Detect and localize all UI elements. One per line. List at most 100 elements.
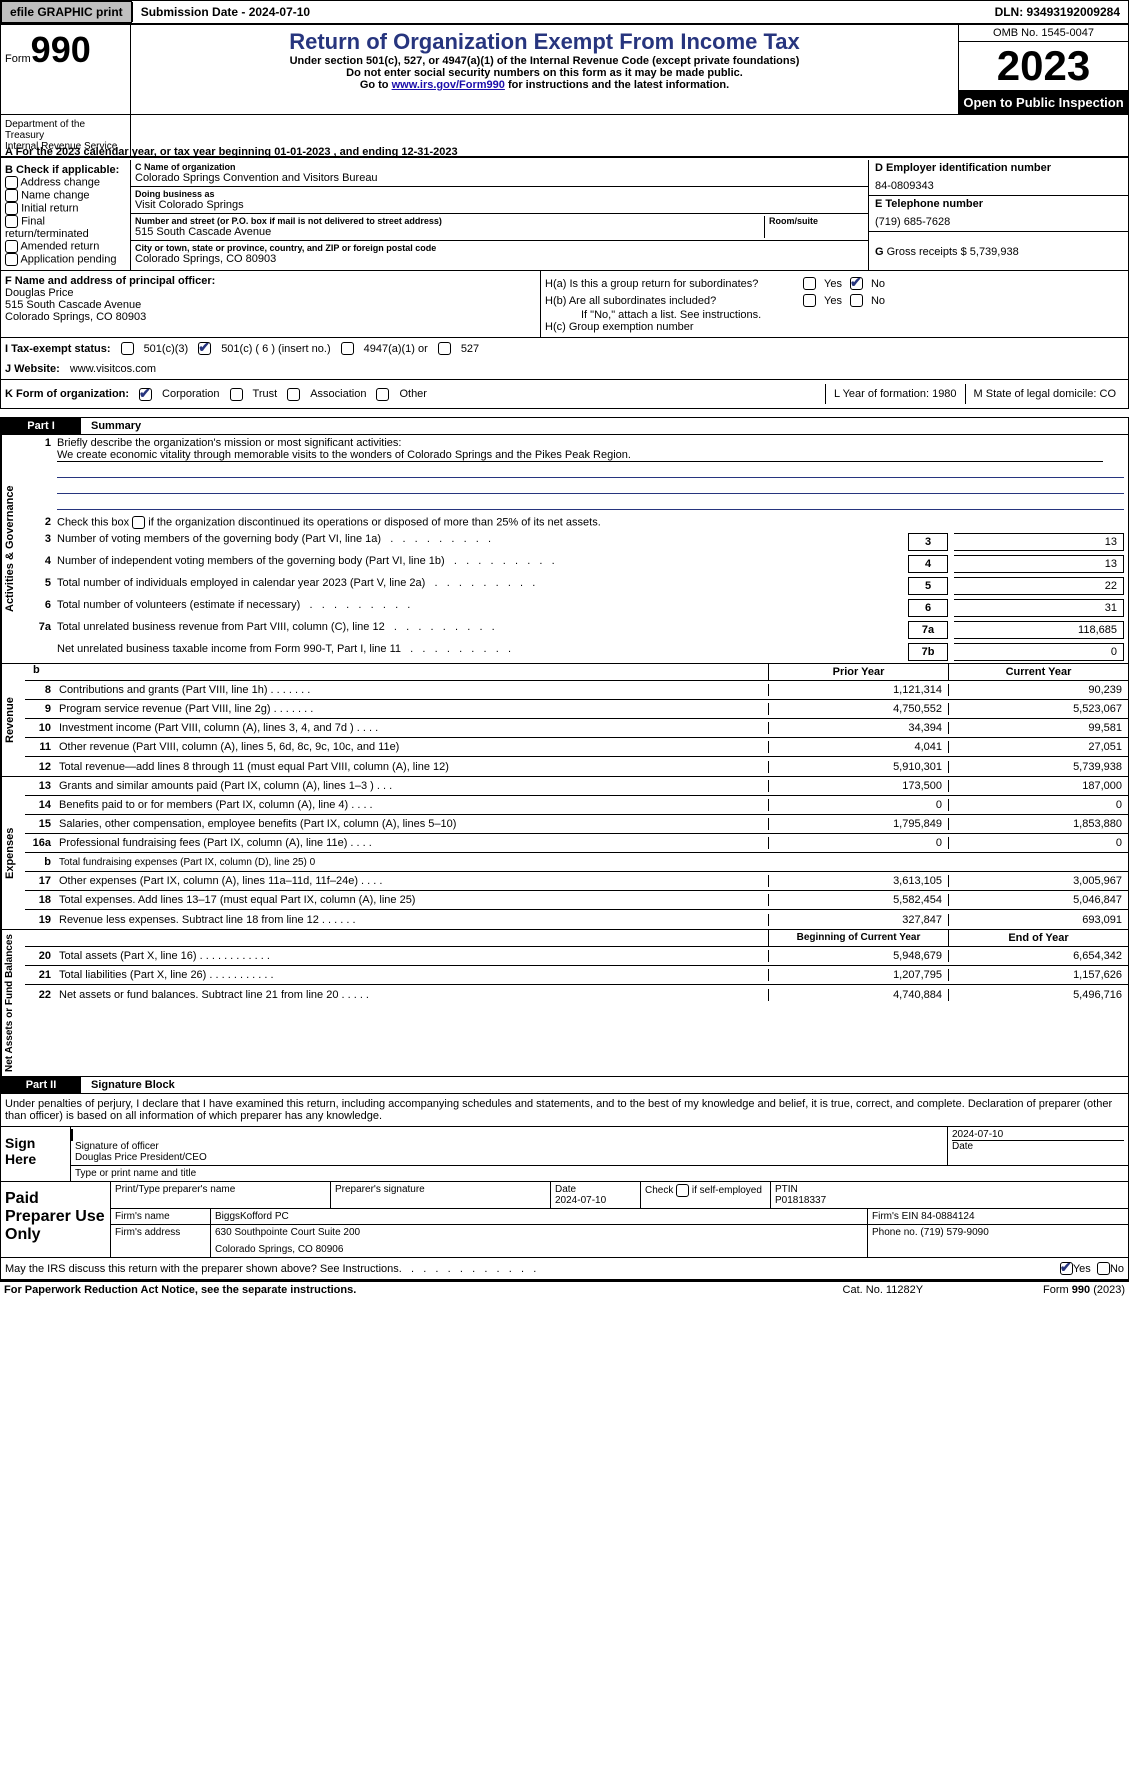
revenue-header: b Prior Year Current Year — [25, 664, 1128, 681]
data-line-10: 10Investment income (Part VIII, column (… — [25, 719, 1128, 738]
chk-self-emp[interactable] — [676, 1184, 689, 1197]
chk-4947[interactable] — [341, 342, 354, 355]
end-year-hdr: End of Year — [948, 930, 1128, 946]
officer-sig-name: Douglas Price President/CEO — [75, 1152, 943, 1163]
part2-title: Signature Block — [81, 1077, 185, 1093]
h-a: H(a) Is this a group return for subordin… — [545, 275, 1124, 292]
data-line-b: bTotal fundraising expenses (Part IX, co… — [25, 853, 1128, 872]
paperwork-notice: For Paperwork Reduction Act Notice, see … — [4, 1284, 356, 1296]
bottom-row: For Paperwork Reduction Act Notice, see … — [0, 1280, 1129, 1298]
h-c: H(c) Group exemption number — [545, 321, 1124, 333]
subtitle-1: Under section 501(c), 527, or 4947(a)(1)… — [135, 55, 954, 67]
opt-name-change: Name change — [5, 189, 126, 202]
gross-receipts: Gross receipts $ 5,739,938 — [887, 246, 1019, 258]
title-box: Return of Organization Exempt From Incom… — [131, 25, 958, 114]
data-line-17: 17Other expenses (Part IX, column (A), l… — [25, 872, 1128, 891]
data-line-18: 18Total expenses. Add lines 13–17 (must … — [25, 891, 1128, 910]
year-formation: L Year of formation: 1980 — [825, 384, 965, 404]
paid-preparer-block: Paid Preparer Use Only Print/Type prepar… — [0, 1182, 1129, 1258]
discuss-row: May the IRS discuss this return with the… — [0, 1258, 1129, 1280]
perjury-statement: Under penalties of perjury, I declare th… — [0, 1094, 1129, 1127]
data-line-15: 15Salaries, other compensation, employee… — [25, 815, 1128, 834]
current-year-hdr: Current Year — [948, 664, 1128, 680]
netassets-header: Beginning of Current Year End of Year — [25, 930, 1128, 947]
hb-note: If "No," attach a list. See instructions… — [545, 309, 1124, 321]
form-number: 990 — [31, 29, 91, 70]
gov-line-3: 3Number of voting members of the governi… — [25, 531, 1128, 553]
mission-text: We create economic vitality through memo… — [57, 449, 1103, 462]
section-bcdeg: B Check if applicable: Address change Na… — [0, 160, 1129, 271]
firm-name: BiggsKofford PC — [211, 1209, 868, 1224]
expenses-label: Expenses — [1, 777, 25, 929]
opt-final-return: Final return/terminated — [5, 215, 126, 240]
prior-year-hdr: Prior Year — [768, 664, 948, 680]
data-line-8: 8Contributions and grants (Part VIII, li… — [25, 681, 1128, 700]
form-title: Return of Organization Exempt From Incom… — [135, 29, 954, 55]
revenue-label: Revenue — [1, 664, 25, 776]
city-row: City or town, state or province, country… — [131, 241, 868, 267]
year-box: OMB No. 1545-0047 2023 Open to Public In… — [958, 25, 1128, 114]
data-line-22: 22Net assets or fund balances. Subtract … — [25, 985, 1128, 1004]
paid-preparer-label: Paid Preparer Use Only — [1, 1182, 111, 1257]
ha-no-check[interactable] — [850, 277, 863, 290]
instructions-link[interactable]: www.irs.gov/Form990 — [392, 79, 505, 91]
firm-ein: 84-0884124 — [921, 1211, 974, 1222]
data-line-12: 12Total revenue—add lines 8 through 11 (… — [25, 757, 1128, 776]
box-g: G Gross receipts $ 5,739,938 — [869, 232, 1128, 268]
sign-date: 2024-07-10 — [952, 1129, 1124, 1141]
boxes-de-g: D Employer identification number 84-0809… — [868, 160, 1128, 270]
row-k: K Form of organization: Corporation Trus… — [0, 380, 1129, 409]
ha-yes-check[interactable] — [803, 277, 816, 290]
chk-501c[interactable] — [198, 342, 211, 355]
chk-501c3[interactable] — [121, 342, 134, 355]
chk-discontinued[interactable] — [132, 516, 145, 529]
omb-number: OMB No. 1545-0047 — [959, 25, 1128, 42]
part1-header: Part I Summary — [0, 417, 1129, 435]
data-line-9: 9Program service revenue (Part VIII, lin… — [25, 700, 1128, 719]
chk-527[interactable] — [438, 342, 451, 355]
hb-yes-check[interactable] — [803, 294, 816, 307]
gov-line-4: 4Number of independent voting members of… — [25, 553, 1128, 575]
row-website: J Website: www.visitcos.com — [0, 359, 1129, 380]
opt-initial-return: Initial return — [5, 202, 126, 215]
box-d: D Employer identification number 84-0809… — [869, 160, 1128, 196]
chk-other[interactable] — [376, 388, 389, 401]
part1-tab: Part I — [1, 418, 81, 434]
tax-year: 2023 — [959, 42, 1128, 91]
discuss-yes[interactable] — [1060, 1262, 1073, 1275]
phone: (719) 685-7628 — [875, 210, 1122, 228]
opt-app-pending: Application pending — [5, 253, 126, 266]
revenue-section: Revenue b Prior Year Current Year 8Contr… — [0, 664, 1129, 777]
dba: Visit Colorado Springs — [135, 199, 864, 211]
hb-no-check[interactable] — [850, 294, 863, 307]
h-b: H(b) Are all subordinates included? Yes … — [545, 292, 1124, 309]
data-line-21: 21Total liabilities (Part X, line 26) . … — [25, 966, 1128, 985]
ptin: P01818337 — [775, 1195, 826, 1206]
box-b-header: B Check if applicable: — [5, 164, 126, 176]
org-name: Colorado Springs Convention and Visitors… — [135, 172, 864, 184]
opt-address-change: Address change — [5, 176, 126, 189]
data-line-19: 19Revenue less expenses. Subtract line 1… — [25, 910, 1128, 929]
part1-title: Summary — [81, 418, 151, 434]
data-line-20: 20Total assets (Part X, line 16) . . . .… — [25, 947, 1128, 966]
chk-assoc[interactable] — [287, 388, 300, 401]
street-address: 515 South Cascade Avenue — [135, 226, 764, 238]
efile-button[interactable]: efile GRAPHIC print — [1, 1, 132, 23]
subtitle-2: Do not enter social security numbers on … — [135, 67, 954, 79]
form-header: Form990 Return of Organization Exempt Fr… — [0, 25, 1129, 115]
gov-line-6: 6Total number of volunteers (estimate if… — [25, 597, 1128, 619]
data-line-13: 13Grants and similar amounts paid (Part … — [25, 777, 1128, 796]
ein: 84-0809343 — [875, 174, 1122, 192]
cat-no: Cat. No. 11282Y — [843, 1284, 924, 1296]
officer-addr1: 515 South Cascade Avenue — [5, 299, 536, 311]
top-bar: efile GRAPHIC print Submission Date - 20… — [0, 0, 1129, 25]
open-public: Open to Public Inspection — [959, 91, 1128, 114]
chk-trust[interactable] — [230, 388, 243, 401]
chk-corp[interactable] — [139, 388, 152, 401]
subtitle-3: Go to www.irs.gov/Form990 for instructio… — [135, 79, 954, 91]
box-b: B Check if applicable: Address change Na… — [1, 160, 131, 270]
discuss-no[interactable] — [1097, 1262, 1110, 1275]
box-h: H(a) Is this a group return for subordin… — [541, 271, 1128, 337]
form-number-box: Form990 — [1, 25, 131, 114]
data-line-14: 14Benefits paid to or for members (Part … — [25, 796, 1128, 815]
